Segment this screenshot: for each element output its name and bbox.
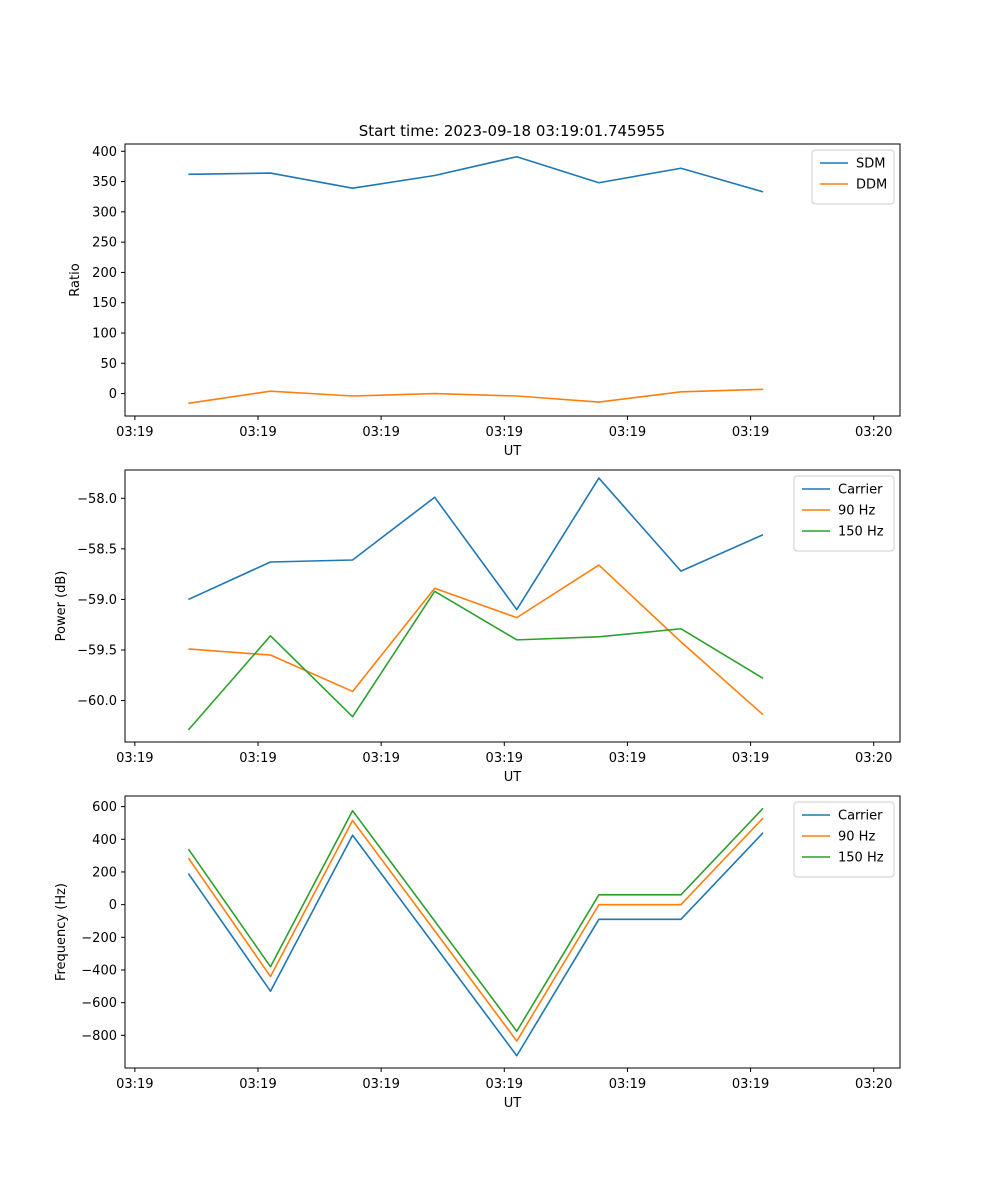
x-tick-label: 03:19: [239, 751, 276, 766]
series-line-150-hz: [187, 590, 764, 731]
legend-label: 90 Hz: [838, 830, 875, 845]
x-axis-label: UT: [504, 770, 522, 785]
y-tick-label: −800: [81, 1029, 117, 1044]
y-tick-label: 250: [92, 236, 117, 251]
y-axis-label: Power (dB): [54, 571, 69, 642]
legend-box: [793, 475, 895, 552]
axes-frame: [124, 143, 901, 417]
x-tick-label: 03:19: [732, 1077, 769, 1092]
y-tick-label: −200: [81, 931, 117, 946]
series-line-sdm: [188, 155, 764, 193]
x-tick-label: 03:19: [362, 1077, 399, 1092]
x-tick-label: 03:20: [855, 751, 892, 766]
y-tick-label: 300: [92, 205, 117, 220]
x-axis-label: UT: [504, 1096, 522, 1111]
legend-label: 90 Hz: [838, 504, 875, 519]
y-tick-label: −58.5: [77, 542, 117, 557]
y-tick-label: −400: [81, 963, 117, 978]
x-tick-label: 03:19: [362, 751, 399, 766]
x-tick-label: 03:19: [732, 425, 769, 440]
series-line-90-hz: [187, 817, 764, 1042]
x-tick-label: 03:20: [855, 1077, 892, 1092]
legend: SDM DDM: [811, 149, 895, 205]
x-tick-label: 03:20: [855, 425, 892, 440]
y-tick-label: −59.0: [77, 593, 117, 608]
y-axis-label: Frequency (Hz): [54, 883, 69, 981]
y-tick-label: 400: [92, 145, 117, 160]
y-tick-label: 0: [109, 387, 117, 402]
x-tick-label: 03:19: [486, 425, 523, 440]
x-tick-label: 03:19: [486, 1077, 523, 1092]
legend-label: SDM: [856, 157, 885, 172]
y-tick-label: 200: [92, 865, 117, 880]
series-line-carrier: [187, 832, 764, 1057]
legend-label: Carrier: [838, 809, 883, 824]
y-tick-label: 600: [92, 800, 117, 815]
legend-label: 150 Hz: [838, 851, 884, 866]
y-tick-label: 50: [100, 357, 117, 372]
legend-box: [793, 801, 895, 878]
x-tick-label: 03:19: [732, 751, 769, 766]
legend: Carrier 90 Hz 150 Hz: [793, 801, 895, 878]
y-tick-label: −600: [81, 996, 117, 1011]
y-tick-label: 0: [109, 898, 117, 913]
y-tick-label: 400: [92, 833, 117, 848]
x-tick-label: 03:19: [609, 425, 646, 440]
subplot-3: 03:19 03:19 03:19 03:19 03:19 03:19 03:20 −800 −…: [54, 795, 901, 1111]
y-tick-label: 100: [92, 327, 117, 342]
x-tick-label: 03:19: [486, 751, 523, 766]
subplot-1: 03:19 03:19 03:19 03:19 03:19 03:19 03:20 0 50 10…: [68, 143, 901, 459]
x-tick-label: 03:19: [239, 1077, 276, 1092]
series-line-90-hz: [188, 564, 764, 716]
x-tick-label: 03:19: [116, 425, 153, 440]
x-tick-label: 03:19: [609, 751, 646, 766]
axes-frame: [124, 469, 901, 743]
x-tick-label: 03:19: [362, 425, 399, 440]
figure-title: Start time: 2023-09-18 03:19:01.745955: [359, 122, 665, 140]
subplot-2: 03:19 03:19 03:19 03:19 03:19 03:19 03:20 −60.0…: [54, 469, 901, 785]
y-tick-label: 150: [92, 296, 117, 311]
series-line-carrier: [188, 477, 764, 611]
y-tick-label: 200: [92, 266, 117, 281]
axes-frame: [124, 795, 901, 1069]
legend-label: DDM: [856, 178, 887, 193]
series-line-ddm: [188, 388, 764, 405]
legend-label: 150 Hz: [838, 525, 884, 540]
y-tick-label: 350: [92, 175, 117, 190]
x-tick-label: 03:19: [609, 1077, 646, 1092]
series-line-150-hz: [187, 807, 764, 1033]
y-axis-label: Ratio: [68, 263, 83, 296]
legend: Carrier 90 Hz 150 Hz: [793, 475, 895, 552]
y-tick-label: −59.5: [77, 643, 117, 658]
x-tick-label: 03:19: [116, 751, 153, 766]
x-tick-label: 03:19: [116, 1077, 153, 1092]
y-tick-label: −58.0: [77, 492, 117, 507]
y-tick-label: −60.0: [77, 694, 117, 709]
legend-label: Carrier: [838, 483, 883, 498]
x-axis-label: UT: [504, 444, 522, 459]
x-tick-label: 03:19: [239, 425, 276, 440]
